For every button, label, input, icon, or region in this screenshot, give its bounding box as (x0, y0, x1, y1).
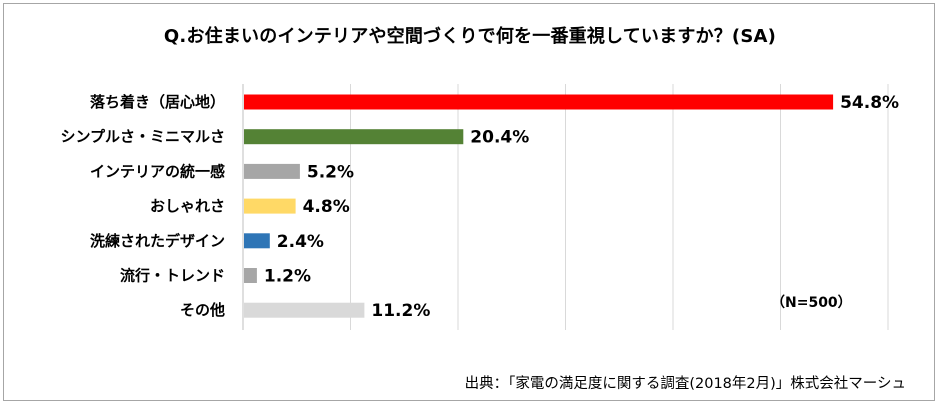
category-label: 流行・トレンド (120, 267, 225, 285)
bar (244, 268, 257, 283)
value-label: 4.8% (303, 197, 350, 217)
value-label: 5.2% (307, 162, 354, 182)
bar (244, 94, 834, 110)
category-label: シンプルさ・ミニマルさ (60, 128, 225, 146)
bar (244, 163, 300, 179)
category-label: 落ち着き（居心地） (90, 93, 225, 111)
value-label: 1.2% (264, 267, 311, 287)
value-label: 2.4% (277, 232, 324, 252)
sample-size-note: （N=500） (771, 295, 852, 311)
category-label: 洗練されたデザイン (90, 232, 225, 250)
value-label: 54.8% (840, 93, 899, 113)
category-label: おしゃれさ (150, 197, 225, 215)
bar (244, 233, 270, 249)
source-credit: 出典：「家電の満足度に関する調査(2018年2月)」株式会社マーシュ (464, 376, 906, 392)
value-label: 11.2% (371, 301, 430, 321)
value-label: 20.4% (470, 128, 529, 148)
chart-title: Q.お住まいのインテリアや空間づくりで何を一番重視していますか？(SA) (163, 26, 777, 47)
bar (244, 129, 464, 145)
chart-frame (3, 3, 935, 401)
bar (244, 198, 296, 214)
category-label: その他 (180, 301, 225, 319)
bar (244, 302, 365, 318)
category-label: インテリアの統一感 (90, 162, 225, 180)
